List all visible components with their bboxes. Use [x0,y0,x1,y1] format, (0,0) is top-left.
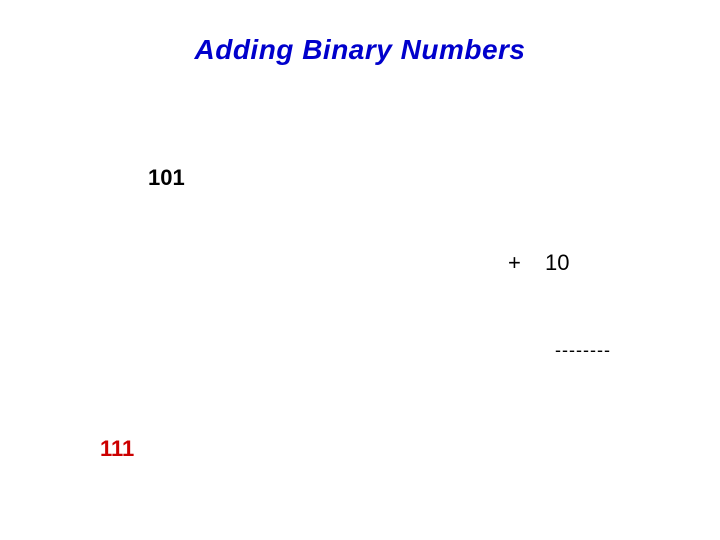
slide: Adding Binary Numbers 101 + 10 -------- … [0,0,720,540]
plus-sign: + [508,250,521,276]
separator-line: -------- [555,340,611,361]
result-value: 111 [100,436,134,462]
operand-a: 101 [148,165,185,191]
slide-title: Adding Binary Numbers [0,34,720,66]
operand-b: 10 [545,250,569,276]
